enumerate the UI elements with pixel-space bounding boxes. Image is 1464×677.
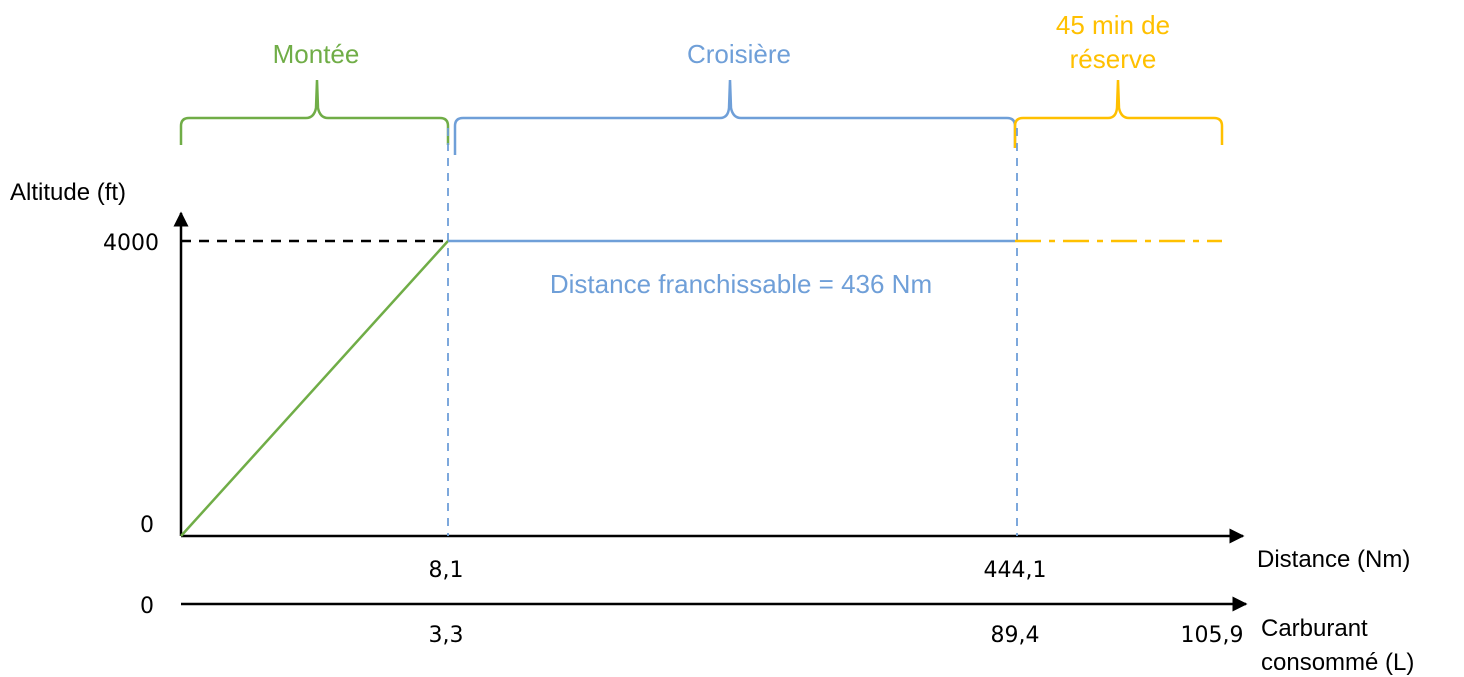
- distance-tick-climb-end: 8,1: [429, 558, 464, 583]
- cruise-brace: [453, 79, 1017, 155]
- reserve-brace: [1013, 79, 1224, 148]
- climb-phase-label: Montée: [273, 39, 360, 69]
- fuel-tick-start: 0: [140, 594, 154, 619]
- climb-segment: [180, 240, 449, 537]
- climb-brace: [179, 79, 450, 145]
- y-tick-4000: 4000: [103, 231, 159, 256]
- range-annotation: Distance franchissable = 436 Nm: [550, 269, 932, 299]
- fuel-axis-label-line2: consommé (L): [1261, 649, 1414, 676]
- cruise-phase-label: Croisière: [687, 39, 791, 69]
- fuel-tick-climb-end: 3,3: [429, 623, 464, 648]
- fuel-axis-label-line1: Carburant: [1261, 615, 1368, 642]
- fuel-tick-cruise-end: 89,4: [991, 623, 1040, 648]
- reserve-phase-label-line1: 45 min de: [1056, 10, 1170, 40]
- distance-axis-label: Distance (Nm): [1257, 546, 1410, 573]
- distance-tick-cruise-end: 444,1: [984, 558, 1047, 583]
- fuel-tick-reserve-end: 105,9: [1181, 623, 1244, 648]
- y-tick-0: 0: [140, 513, 154, 538]
- y-axis-label: Altitude (ft): [10, 179, 126, 206]
- reserve-phase-label-line2: réserve: [1070, 44, 1157, 74]
